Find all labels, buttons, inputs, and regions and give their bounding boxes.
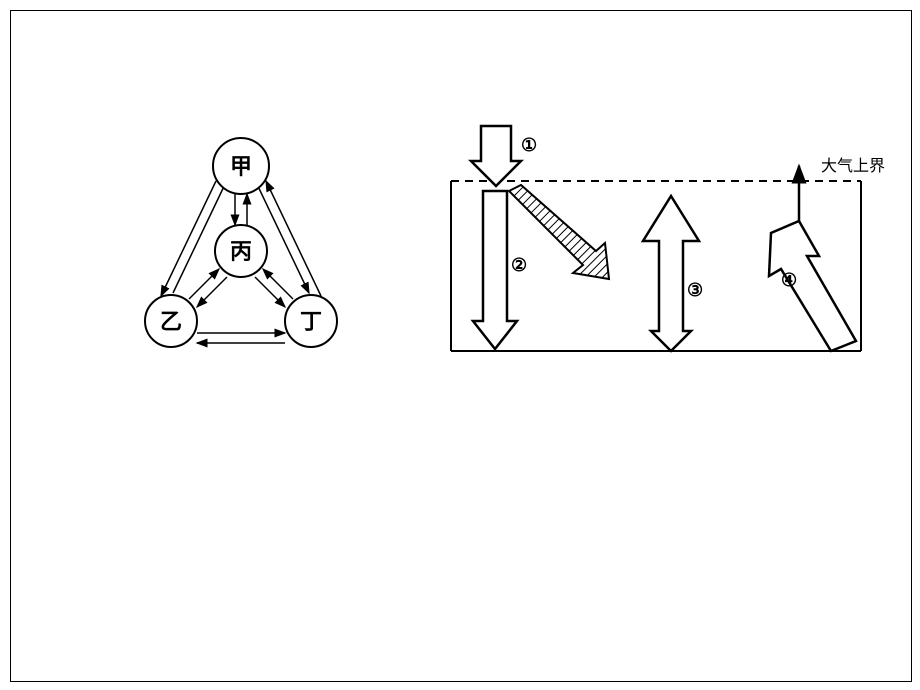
node-jia: 甲	[213, 138, 269, 194]
arrow-3: ③	[643, 196, 703, 351]
arrow-2-label: ②	[511, 255, 527, 275]
edge-jia-bing	[235, 194, 247, 225]
arrow-1: ①	[471, 126, 537, 186]
diagram-canvas: 甲 丙 乙 丁 大气上界	[11, 11, 911, 681]
node-ding-label: 丁	[300, 309, 322, 334]
node-bing-label: 丙	[230, 239, 252, 264]
dashed-label: 大气上界	[821, 157, 885, 175]
arrow-1-label: ①	[521, 135, 537, 155]
page-frame: 甲 丙 乙 丁 大气上界	[10, 10, 912, 682]
edge-ding-bing	[255, 269, 293, 307]
arrow-3-label: ③	[687, 280, 703, 300]
arrow-4: ④	[769, 166, 856, 351]
node-bing: 丙	[215, 225, 267, 277]
node-yi: 乙	[145, 295, 197, 347]
node-ding: 丁	[285, 295, 337, 347]
node-jia-label: 甲	[230, 154, 252, 179]
edge-yi-ding	[197, 333, 285, 343]
arrow-4-label: ④	[781, 270, 797, 290]
left-network: 甲 丙 乙 丁	[145, 138, 337, 347]
node-yi-label: 乙	[160, 309, 182, 334]
edge-yi-bing	[189, 269, 227, 307]
arrow-2: ②	[473, 191, 527, 349]
right-atmosphere: 大气上界 ① ②	[451, 126, 885, 351]
